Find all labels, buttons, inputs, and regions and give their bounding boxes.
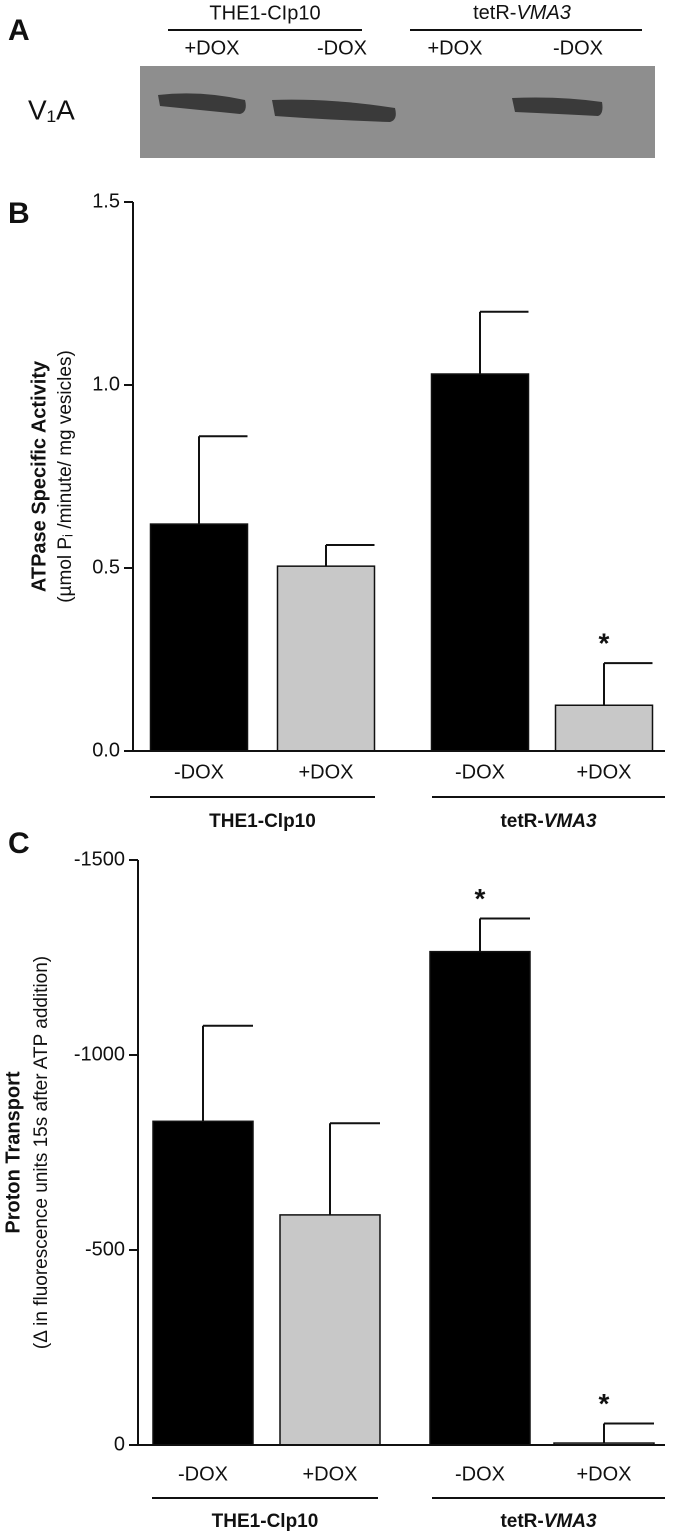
group-label: THE1-Clp10 — [209, 811, 316, 832]
y-axis-subtitle: (µmol Pᵢ /minute/ mg vesicles) — [55, 350, 76, 603]
y-tick-label: 0.0 — [92, 739, 120, 761]
annotation: * — [599, 628, 610, 659]
band — [158, 93, 246, 114]
y-tick-label: 1.0 — [92, 373, 120, 395]
group-label-part: VMA3 — [544, 811, 597, 832]
bar — [279, 1214, 381, 1446]
protein-label: V₁A — [28, 94, 75, 125]
y-axis-subtitle: (Δ in fluorescence units 15s after ATP a… — [31, 956, 52, 1349]
lane-label: -DOX — [553, 37, 603, 59]
group-label-part: tetR- — [500, 811, 543, 832]
group-label-part: tetR- — [473, 2, 516, 24]
lane-label: +DOX — [184, 37, 239, 59]
y-axis-title: Proton Transport — [2, 1071, 24, 1234]
y-tick-label: -500 — [85, 1238, 125, 1260]
x-tick-label: -DOX — [178, 1463, 228, 1485]
band — [512, 97, 603, 116]
y-tick-label: 1.5 — [92, 190, 120, 212]
bar — [149, 523, 249, 752]
annotation: * — [475, 883, 486, 914]
group-label: tetR-VMA3 — [500, 811, 597, 832]
lane-label: +DOX — [427, 37, 482, 59]
annotation: * — [599, 1388, 610, 1419]
group-label: tetR-VMA3 — [500, 1511, 597, 1532]
group-label: THE1-Clp10 — [212, 1511, 319, 1532]
x-tick-label: -DOX — [455, 761, 505, 783]
y-tick-label: -1000 — [74, 1043, 125, 1065]
x-tick-label: +DOX — [302, 1463, 357, 1485]
x-tick-label: -DOX — [174, 761, 224, 783]
y-tick-label: -1500 — [74, 848, 125, 870]
y-tick-label: 0 — [114, 1433, 125, 1455]
group-label-part: THE1-Clp10 — [212, 1511, 319, 1532]
band — [272, 99, 396, 122]
bar — [430, 373, 530, 752]
group-label-part: THE1-Clp10 — [209, 811, 316, 832]
bar — [429, 950, 531, 1446]
panel-label: A — [8, 14, 30, 47]
group-label-part: tetR- — [500, 1511, 543, 1532]
x-tick-label: -DOX — [455, 1463, 505, 1485]
x-tick-label: +DOX — [576, 761, 631, 783]
x-tick-label: +DOX — [298, 761, 353, 783]
lane-label: -DOX — [317, 37, 367, 59]
y-axis-title: ATPase Specific Activity — [28, 360, 50, 592]
group-label: tetR-VMA3 — [473, 2, 571, 24]
bar — [152, 1120, 254, 1446]
group-label: THE1-CIp10 — [209, 2, 320, 24]
group-label-part: VMA3 — [516, 2, 570, 24]
group-label-part: VMA3 — [544, 1511, 597, 1532]
bar — [554, 704, 654, 752]
panel-label: B — [8, 197, 30, 230]
y-tick-label: 0.5 — [92, 556, 120, 578]
x-tick-label: +DOX — [576, 1463, 631, 1485]
panel-label: C — [8, 827, 30, 860]
bar — [276, 565, 376, 752]
